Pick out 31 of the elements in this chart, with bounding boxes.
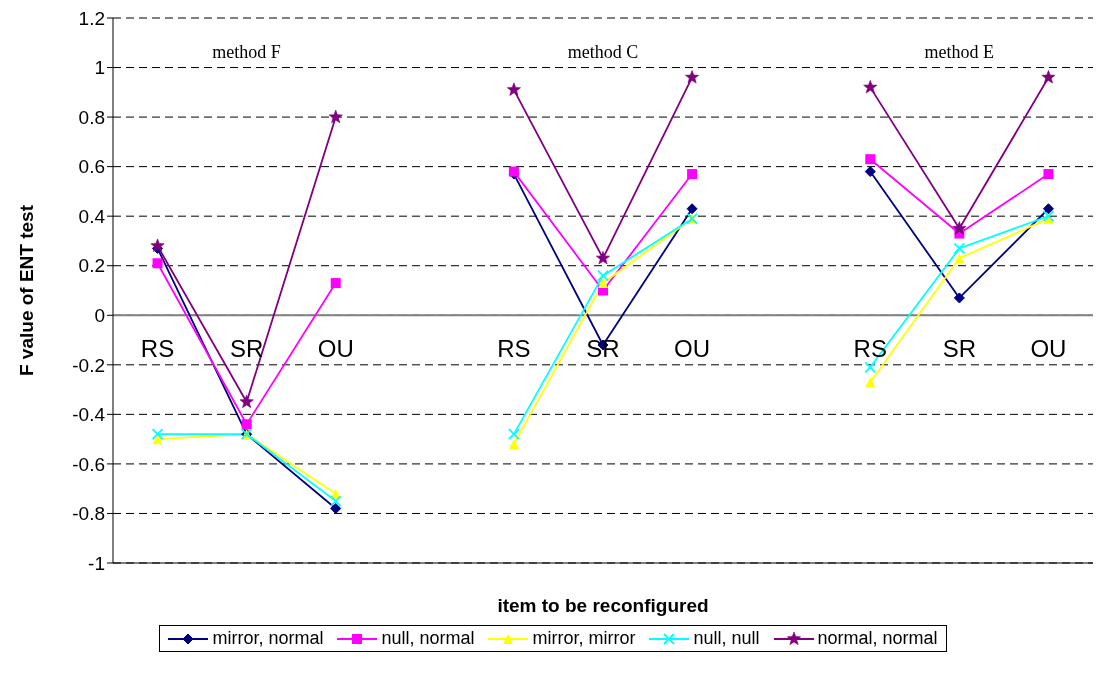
y-tick-label: 1 — [94, 57, 105, 79]
legend-label: mirror, mirror — [532, 628, 636, 649]
annotation: method C — [566, 42, 640, 63]
y-tick-label: 0.4 — [78, 205, 106, 227]
y-tick-label: 0.8 — [78, 106, 105, 128]
x-tick-label: OU — [317, 335, 354, 363]
x-tick-label: RS — [140, 335, 175, 363]
y-tick-label: -0.8 — [72, 503, 105, 525]
legend-label: normal, normal — [817, 628, 938, 649]
legend-label: mirror, normal — [212, 628, 324, 649]
x-tick-label: SR — [586, 335, 620, 363]
x-tick-label: OU — [1030, 335, 1067, 363]
y-tick-label: 1.2 — [78, 7, 105, 29]
legend-label: null, null — [693, 628, 760, 649]
y-tick-label: 0.2 — [78, 255, 105, 277]
y-tick-label: -1 — [88, 552, 105, 574]
x-tick-label: RS — [853, 335, 887, 363]
y-tick-label: -0.4 — [72, 404, 106, 426]
x-tick-label: OU — [674, 335, 711, 363]
y-tick-label: 0 — [94, 305, 105, 327]
x-tick-label: SR — [229, 335, 264, 363]
x-tick-label: RS — [497, 335, 531, 363]
y-axis-title: F value of ENT test — [15, 204, 37, 377]
y-tick-label: -0.2 — [72, 354, 105, 376]
legend-label: null, normal — [381, 628, 475, 649]
x-tick-label: SR — [942, 335, 977, 363]
x-axis-title: item to be reconfigured — [496, 595, 710, 617]
y-tick-label: -0.6 — [72, 453, 105, 475]
annotation: method E — [923, 42, 996, 63]
annotation: method F — [211, 42, 282, 63]
y-tick-label: 0.6 — [78, 156, 105, 178]
